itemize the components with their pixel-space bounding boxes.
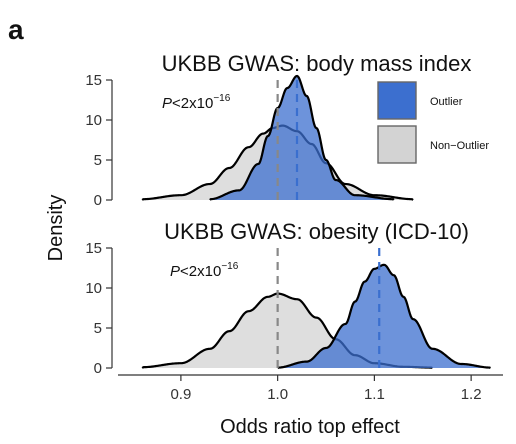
panel-title: UKBB GWAS: body mass index bbox=[162, 51, 472, 76]
legend-label-outlier: Outlier bbox=[430, 96, 463, 108]
panel-letter: a bbox=[8, 14, 24, 45]
legend-swatch-outlier bbox=[377, 81, 417, 120]
p-value-annotation: P<2x10−16 bbox=[170, 261, 239, 280]
y-tick-label: 5 bbox=[94, 320, 102, 337]
y-tick-label: 0 bbox=[94, 192, 102, 209]
legend: Outlier Non−Outlier bbox=[377, 81, 489, 164]
x-tick-label: 1.2 bbox=[461, 386, 482, 403]
y-tick-label: 15 bbox=[85, 240, 102, 257]
panel-title: UKBB GWAS: obesity (ICD-10) bbox=[164, 219, 469, 244]
y-tick-label: 0 bbox=[94, 360, 102, 377]
x-tick-label: 0.9 bbox=[170, 386, 191, 403]
y-tick-label: 10 bbox=[85, 280, 102, 297]
x-axis-label: Odds ratio top effect bbox=[220, 416, 400, 438]
density-fill-non-outlier bbox=[142, 293, 433, 368]
density-curve-outlier bbox=[209, 74, 395, 201]
density-curve-outlier bbox=[277, 263, 491, 369]
legend-label-non-outlier: Non−Outlier bbox=[430, 140, 489, 152]
y-axis-label: Density bbox=[45, 195, 67, 262]
x-tick-label: 1.0 bbox=[267, 386, 288, 403]
plot-area: UKBB GWAS: body mass index 0 5 10 15 P<2x10−1… bbox=[85, 51, 503, 403]
legend-swatch-non-outlier bbox=[377, 125, 417, 164]
y-tick-label: 15 bbox=[85, 72, 102, 89]
y-tick-label: 10 bbox=[85, 112, 102, 129]
density-fill-outlier bbox=[277, 264, 491, 368]
panel-1: UKBB GWAS: body mass index 0 5 10 15 P<2x10−1… bbox=[85, 51, 489, 209]
y-tick-label: 5 bbox=[94, 152, 102, 169]
density-fill-outlier bbox=[209, 76, 394, 200]
x-tick-label: 1.1 bbox=[364, 386, 385, 403]
panel-2: UKBB GWAS: obesity (ICD-10) 0 5 10 15 P<2x10−… bbox=[85, 219, 503, 403]
p-value-annotation: P<2x10−16 bbox=[162, 93, 231, 112]
